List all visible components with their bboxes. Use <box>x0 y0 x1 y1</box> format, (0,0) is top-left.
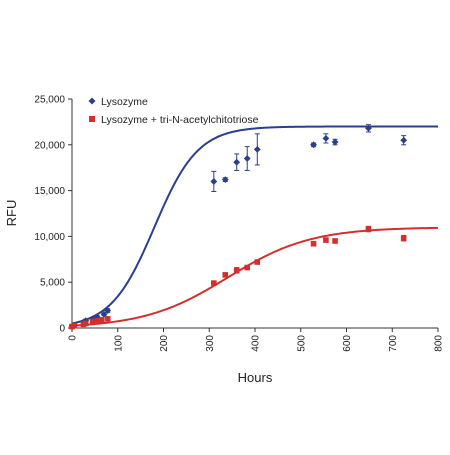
data-point-series-1 <box>93 313 101 321</box>
x-tick-label: 0 <box>68 335 79 341</box>
data-point-series-2 <box>94 317 100 324</box>
data-point-series-2 <box>98 316 105 323</box>
x-tick-label: 800 <box>434 335 445 352</box>
data-point-series-2 <box>365 226 372 232</box>
x-tick-label: 100 <box>113 335 124 352</box>
data-point-series-1 <box>310 141 317 149</box>
fit-curve-1 <box>71 125 438 325</box>
data-point-series-2 <box>211 280 217 286</box>
data-point-series-1 <box>243 155 251 162</box>
data-point-series-2 <box>323 237 329 243</box>
data-point-series-1 <box>104 307 112 314</box>
data-point-series-2 <box>400 235 407 242</box>
y-tick-label: 10,000 <box>34 232 65 243</box>
legend: Lysozyme Lysozyme + tri-N-acetylchitotrio… <box>88 96 259 126</box>
y-tick-label: 15,000 <box>34 186 65 197</box>
data-point-series-1 <box>322 134 330 142</box>
x-tick-label: 600 <box>342 335 353 352</box>
data-point-series-2 <box>222 272 229 278</box>
data-point-series-1 <box>221 176 229 184</box>
data-point-series-1 <box>253 145 261 153</box>
y-tick-label: 25,000 <box>34 95 65 106</box>
data-point-series-1 <box>210 178 218 185</box>
x-tick-label: 400 <box>251 335 262 352</box>
data-point-series-1 <box>233 158 241 166</box>
x-tick-label: 700 <box>388 335 399 352</box>
fit-curve-2 <box>71 226 439 327</box>
data-point-series-2 <box>89 318 96 325</box>
data-point-series-2 <box>104 316 111 322</box>
y-tick-label: 5,000 <box>40 278 65 289</box>
data-points <box>68 124 408 330</box>
x-axis-title: Hours <box>238 370 273 385</box>
legend-label-2: Lysozyme + tri-N-acetylchitotriose <box>101 114 259 126</box>
data-point-series-1 <box>331 138 339 146</box>
legend-label-1: Lysozyme <box>101 96 148 108</box>
data-point-series-2 <box>82 320 89 327</box>
x-tick-label: 200 <box>159 335 170 352</box>
data-point-series-1 <box>400 136 408 144</box>
data-point-series-2 <box>332 238 338 244</box>
data-point-series-2 <box>71 322 78 329</box>
data-point-series-1 <box>365 124 372 132</box>
y-axis-title: RFU <box>4 200 19 227</box>
legend-marker-2 <box>89 116 95 122</box>
legend-marker-1 <box>88 97 96 105</box>
y-tick-label: 20,000 <box>34 140 65 151</box>
data-point-series-2 <box>233 267 240 274</box>
data-point-series-2 <box>254 259 261 265</box>
fit-curves <box>71 125 439 327</box>
data-point-series-2 <box>310 240 317 247</box>
x-tick-label: 500 <box>296 335 307 352</box>
x-tick-label: 300 <box>205 335 216 352</box>
data-point-series-2 <box>244 264 251 271</box>
y-tick-label: 0 <box>59 324 65 335</box>
data-point-series-1 <box>100 310 108 318</box>
axes: 0 5,000 10,000 15,000 20,000 25,000 0 100 200 300… <box>34 95 444 352</box>
